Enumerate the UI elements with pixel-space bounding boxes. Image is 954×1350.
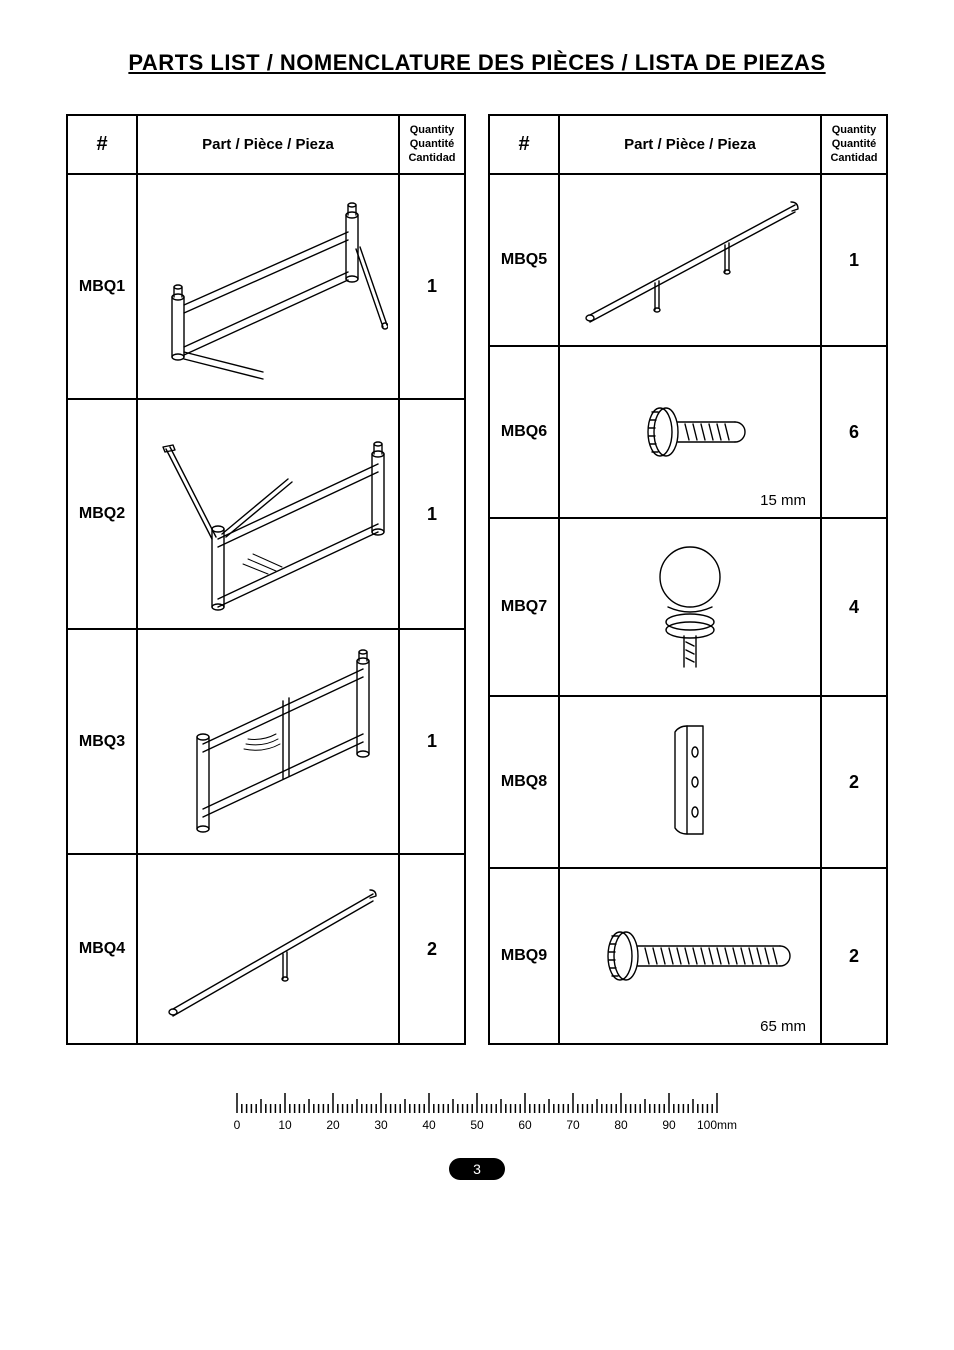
part-qty: 1 (399, 629, 465, 854)
qty-label-2: Quantité (832, 138, 877, 150)
svg-text:0: 0 (234, 1118, 241, 1132)
part-qty: 1 (399, 399, 465, 629)
page-number-badge: 3 (449, 1158, 505, 1180)
part-drawing (137, 854, 399, 1044)
part-drawing: 65 mm (559, 868, 821, 1044)
qty-label-1: Quantity (410, 124, 455, 136)
part-qty: 2 (821, 868, 887, 1044)
table-row: MBQ1 (67, 174, 465, 399)
part-drawing (137, 629, 399, 854)
svg-text:50: 50 (470, 1118, 484, 1132)
table-row: MBQ4 2 (67, 854, 465, 1044)
col-header-qty: Quantity Quantité Cantidad (821, 115, 887, 174)
dimension-label: 15 mm (760, 492, 806, 509)
part-id: MBQ7 (489, 518, 559, 696)
col-header-part: Part / Pièce / Pieza (559, 115, 821, 174)
ruler: 0 10 20 30 40 50 60 70 80 90 100mm (55, 1085, 899, 1140)
table-row: MBQ8 2 (489, 696, 887, 868)
part-drawing (559, 518, 821, 696)
part-drawing (137, 174, 399, 399)
svg-text:60: 60 (518, 1118, 532, 1132)
svg-text:100mm: 100mm (697, 1118, 737, 1132)
table-row: MBQ3 (67, 629, 465, 854)
table-row: MBQ6 (489, 346, 887, 518)
part-id: MBQ2 (67, 399, 137, 629)
dimension-label: 65 mm (760, 1018, 806, 1035)
part-qty: 1 (821, 174, 887, 346)
part-qty: 6 (821, 346, 887, 518)
part-id: MBQ9 (489, 868, 559, 1044)
parts-table-right: # Part / Pièce / Pieza Quantity Quantité… (488, 114, 888, 1045)
qty-label-1: Quantity (832, 124, 877, 136)
part-qty: 1 (399, 174, 465, 399)
part-drawing: 15 mm (559, 346, 821, 518)
page-title: PARTS LIST / NOMENCLATURE DES PIÈCES / L… (55, 50, 899, 76)
part-id: MBQ5 (489, 174, 559, 346)
svg-text:80: 80 (614, 1118, 628, 1132)
table-row: MBQ5 1 (489, 174, 887, 346)
svg-text:10: 10 (278, 1118, 292, 1132)
qty-label-3: Cantidad (408, 152, 455, 164)
part-id: MBQ4 (67, 854, 137, 1044)
qty-label-3: Cantidad (830, 152, 877, 164)
parts-table-left: # Part / Pièce / Pieza Quantity Quantité… (66, 114, 466, 1045)
col-header-part: Part / Pièce / Pieza (137, 115, 399, 174)
part-qty: 2 (399, 854, 465, 1044)
part-id: MBQ1 (67, 174, 137, 399)
part-drawing (559, 696, 821, 868)
table-row: MBQ7 4 (489, 518, 887, 696)
col-header-qty: Quantity Quantité Cantidad (399, 115, 465, 174)
part-drawing (137, 399, 399, 629)
svg-text:70: 70 (566, 1118, 580, 1132)
col-header-id: # (67, 115, 137, 174)
svg-text:90: 90 (662, 1118, 676, 1132)
part-id: MBQ8 (489, 696, 559, 868)
table-row: MBQ9 (489, 868, 887, 1044)
tables-container: # Part / Pièce / Pieza Quantity Quantité… (55, 114, 899, 1045)
qty-label-2: Quantité (410, 138, 455, 150)
part-id: MBQ6 (489, 346, 559, 518)
part-drawing (559, 174, 821, 346)
part-qty: 2 (821, 696, 887, 868)
svg-text:30: 30 (374, 1118, 388, 1132)
part-id: MBQ3 (67, 629, 137, 854)
svg-text:20: 20 (326, 1118, 340, 1132)
svg-text:40: 40 (422, 1118, 436, 1132)
col-header-id: # (489, 115, 559, 174)
table-row: MBQ2 (67, 399, 465, 629)
part-qty: 4 (821, 518, 887, 696)
